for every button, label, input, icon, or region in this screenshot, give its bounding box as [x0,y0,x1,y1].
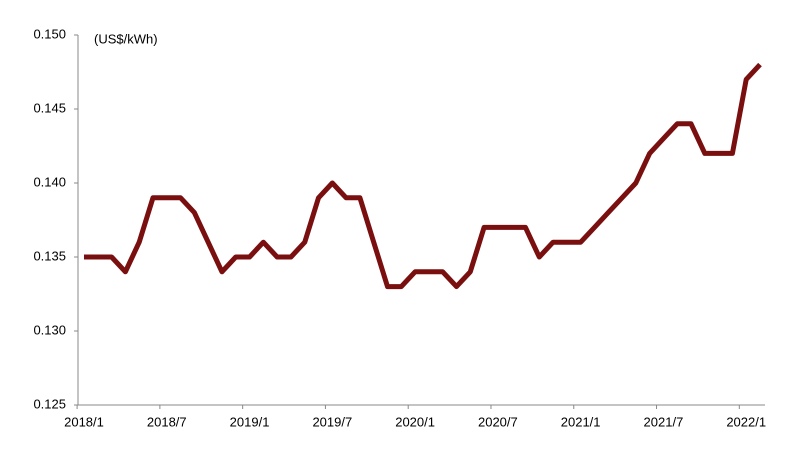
y-tick-label: 0.130 [33,322,66,337]
y-tick-label: 0.135 [33,248,66,263]
x-tick-label: 2021/7 [644,414,684,429]
x-tick-label: 2018/1 [64,414,104,429]
y-tick-label: 0.150 [33,26,66,41]
y-tick-label: 0.145 [33,100,66,115]
x-tick-label: 2019/7 [312,414,352,429]
y-axis-label: (US$/kWh) [94,31,158,46]
x-tick-label: 2018/7 [147,414,187,429]
line [84,62,762,290]
x-tick-label: 2019/1 [230,414,270,429]
x-tick-label: 2022/1 [726,414,766,429]
x-tick-label: 2020/1 [395,414,435,429]
y-tick-label: 0.140 [33,174,66,189]
x-tick-label: 2021/1 [561,414,601,429]
x-tick-label: 2020/7 [478,414,518,429]
y-tick-label: 0.125 [33,396,66,411]
